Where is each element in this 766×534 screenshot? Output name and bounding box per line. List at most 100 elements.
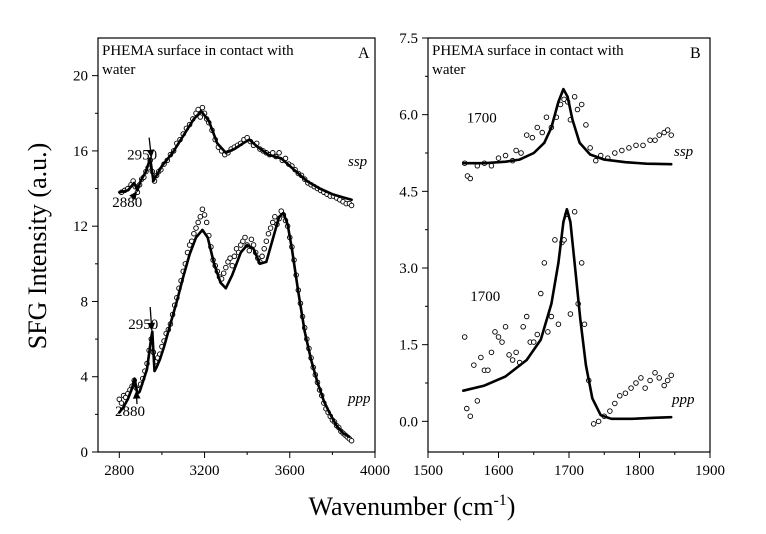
panel-b-ppp-data-point xyxy=(638,375,644,381)
panel-b-ppp-data-point xyxy=(513,349,519,356)
panel-b-ssp-data-point xyxy=(612,150,618,156)
panel-b-ppp-data-point xyxy=(478,354,484,361)
panel-b-ppp-data-point xyxy=(578,260,585,266)
panel-b-ppp-data-point xyxy=(607,408,613,414)
panel-a-y-tick-label: 4 xyxy=(81,370,89,386)
panel-b-ppp-data-point xyxy=(474,398,481,404)
panel-b-ssp-data-point xyxy=(656,132,662,138)
panel-a-ppp-data-point xyxy=(348,437,355,444)
panel-b-ssp-data-point xyxy=(495,155,502,161)
panel-a-title-line2: water xyxy=(102,62,135,78)
panel-a-series-ssp: ssp xyxy=(118,104,368,209)
panel-b-ppp-data-point xyxy=(633,380,639,386)
panel-a-ssp-data-point xyxy=(348,202,355,209)
panel-b-ppp-data-point xyxy=(661,382,667,389)
panel-b-ppp-data-point xyxy=(506,352,512,358)
panel-b-x-tick-label: 1900 xyxy=(695,463,725,479)
panel-a-ppp-data-point xyxy=(223,264,229,271)
panel-b-ppp-fit-line xyxy=(462,207,673,421)
panel-b-annotation-1700: 1700 xyxy=(467,110,497,126)
panel-b-ssp-data-point xyxy=(583,122,589,128)
panel-b-ppp-data-point xyxy=(492,329,498,335)
panel-b-ssp-data-point xyxy=(574,106,581,113)
panel-b-ppp-data-point xyxy=(642,385,648,391)
panel-b-y-tick-label: 1.5 xyxy=(399,338,418,354)
panel-b-ppp-data-point xyxy=(647,377,653,384)
panel-a-y-tick-label: 12 xyxy=(73,219,88,235)
panel-a-ppp-data-point xyxy=(261,246,267,252)
panel-b-ppp-data-point xyxy=(502,324,509,330)
panel-b-ppp-data-point xyxy=(523,313,530,320)
panel-b-ssp-data-point xyxy=(668,132,674,138)
panel-b-title-line2: water xyxy=(432,62,465,78)
panel-b-ppp-data-point xyxy=(567,311,574,317)
panel-b-ppp-data-point xyxy=(534,331,541,338)
panel-b-ssp-data-point xyxy=(626,145,632,151)
panel-a-y-tick-label: 20 xyxy=(73,69,88,85)
panel-b-x-tick-label: 1600 xyxy=(484,463,514,479)
panel-a-ppp-data-point xyxy=(220,270,227,276)
panel-a-ppp-data-point xyxy=(265,230,272,237)
panel-a-y-tick-label: 8 xyxy=(81,294,89,310)
x-axis-title: Wavenumber (cm-1) xyxy=(309,492,516,521)
panel-a-annotation-arrowhead xyxy=(147,322,156,331)
panel-b-ppp-data-point xyxy=(464,405,470,412)
panel-a-ppp-data-point xyxy=(201,212,208,218)
panel-a-ppp-data-point xyxy=(250,242,257,248)
panel-a-annotation-2880: 2880 xyxy=(112,195,142,211)
panel-a-ppp-data-point xyxy=(263,238,270,244)
panel-b-ssp-data-point xyxy=(652,137,658,143)
panel-b-ppp-data-point xyxy=(471,362,477,368)
panel-b-ppp-data-point xyxy=(664,377,671,384)
y-axis-title: SFG Intensity (a.u.) xyxy=(23,143,52,350)
panel-b-ssp-data-point xyxy=(488,163,495,169)
panel-a-ppp-data-point xyxy=(203,219,210,226)
panel-b-ppp-data-point xyxy=(622,390,629,396)
panel-b-ppp-data-point xyxy=(488,349,495,356)
panel-b-ssp-label: ssp xyxy=(674,144,694,160)
panel-b-ppp-data-point xyxy=(555,321,562,327)
panel-b-ppp-data-point xyxy=(499,339,505,345)
panel-b-y-tick-label: 4.5 xyxy=(399,184,418,200)
panel-a-ppp-data-point xyxy=(248,236,255,243)
panel-b-ppp-data-point xyxy=(581,321,588,327)
panel-b-ppp-data-point xyxy=(590,421,597,427)
panel-b-ppp-data-point xyxy=(652,370,658,376)
panel-b-ssp-data-point xyxy=(534,124,541,131)
panel-b-series-ppp: ppp xyxy=(461,207,695,427)
panel-b-ssp-data-point xyxy=(633,142,639,149)
panel-b-ppp-data-point xyxy=(595,418,602,425)
panel-a-ssp-fit-line xyxy=(118,110,353,202)
panel-b-ppp-data-point xyxy=(656,375,662,381)
panel-b-ppp-data-point xyxy=(541,260,548,266)
panel-b-ssp-data-point xyxy=(640,142,646,149)
panel-a-annotation-arrowhead xyxy=(129,191,138,201)
panel-a-x-tick-label: 3200 xyxy=(190,463,220,479)
panel-a-ppp-data-point xyxy=(195,219,201,226)
panel-a-ppp-fit-line xyxy=(118,211,351,439)
panel-b-ssp-data-point xyxy=(523,132,530,138)
panel-b-ppp-data-point xyxy=(548,313,555,320)
panel-b-y-tick-label: 6.0 xyxy=(399,108,418,124)
panel-b-x-tick-label: 1500 xyxy=(413,463,443,479)
panel-b-ppp-data-point xyxy=(612,400,618,407)
panel-b-ssp-data-point xyxy=(593,157,599,164)
panel-a-ppp-data-point xyxy=(246,247,253,254)
panel-a-annotation-2880: 2880 xyxy=(115,404,145,420)
panel-b-letter: B xyxy=(690,45,701,62)
panel-b-ppp-data-point xyxy=(538,290,544,297)
panel-a-x-tick-label: 4000 xyxy=(360,463,390,479)
panel-a-x-tick-label: 2800 xyxy=(104,463,134,479)
panel-a-ppp-label: ppp xyxy=(347,391,371,407)
panel-a-annotation-arrowhead xyxy=(132,390,141,399)
panel-b-ppp-data-point xyxy=(520,324,526,330)
panel-b-ppp-data-point xyxy=(485,367,491,373)
panel-a-ssp-data-point xyxy=(276,150,282,156)
panel-b-title-line1: PHEMA surface in contact with xyxy=(432,43,624,59)
panel-a-ppp-data-point xyxy=(259,253,265,260)
panel-a-ppp-data-point xyxy=(242,234,248,241)
panel-a-x-tick-label: 3600 xyxy=(275,463,305,479)
panel-b-ssp-data-point xyxy=(561,96,567,103)
panel-b-ssp-data-point xyxy=(539,129,545,136)
